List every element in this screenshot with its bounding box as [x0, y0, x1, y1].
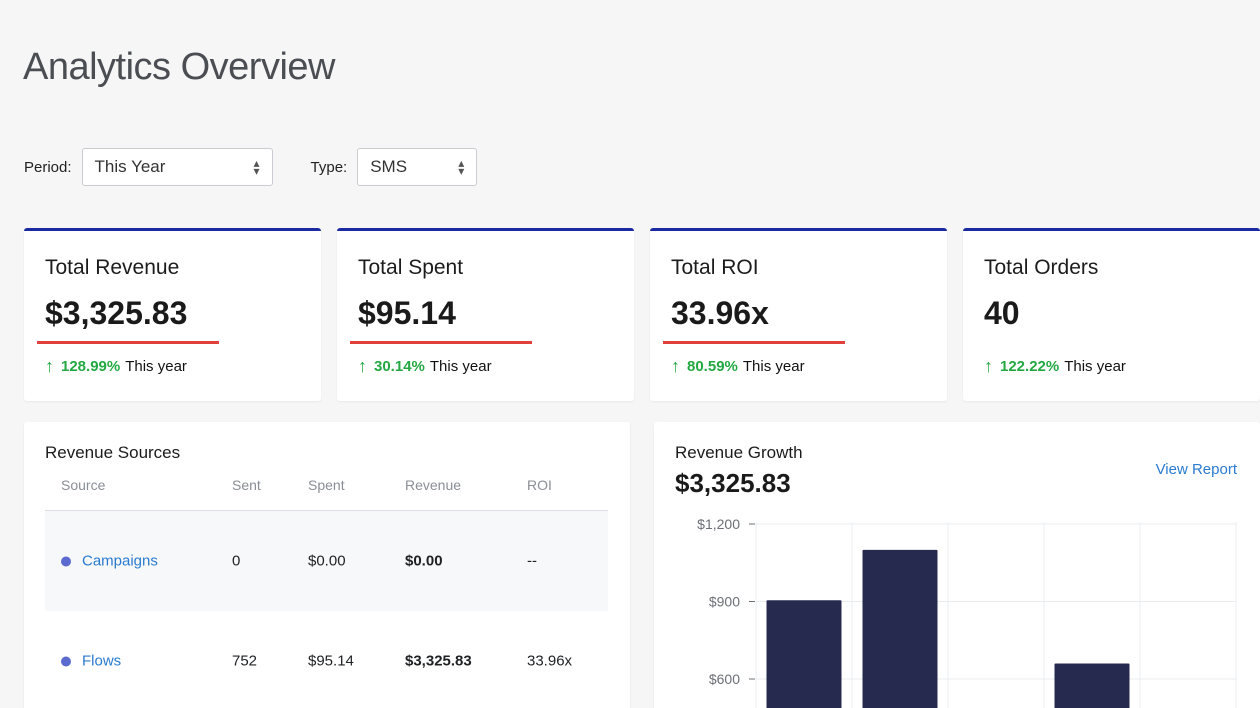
kpi-change-period: This year: [429, 358, 492, 375]
kpi-change-period: This year: [1064, 358, 1126, 375]
sent-cell: 0: [232, 552, 241, 570]
period-select-value: This Year: [94, 157, 166, 176]
kpi-card-total-roi: Total ROI 33.96x ↑ 80.59% This year: [650, 228, 947, 401]
kpi-change: ↑ 128.99% This year: [45, 356, 187, 377]
period-label: Period:: [24, 158, 72, 176]
revenue-cell: $3,325.83: [405, 652, 472, 670]
period-select[interactable]: This Year ▴ ▾: [81, 148, 273, 186]
kpi-value: 33.96x: [671, 295, 769, 331]
source-cell: Campaigns: [61, 553, 158, 570]
column-header-revenue[interactable]: Revenue: [405, 477, 462, 493]
kpi-change: ↑ 30.14% This year: [358, 356, 492, 377]
chart-bar: [862, 549, 938, 708]
source-link-campaigns[interactable]: Campaigns: [82, 552, 158, 570]
table-header: Source Sent Spent Revenue ROI: [45, 477, 608, 511]
revenue-growth-card: Revenue Growth $3,325.83 View Report $1,…: [654, 422, 1260, 708]
kpi-change-percent: 30.14%: [374, 358, 425, 375]
kpi-value: $95.14: [358, 295, 456, 331]
kpi-change-period: This year: [742, 358, 805, 375]
column-header-roi[interactable]: ROI: [527, 477, 552, 493]
spent-cell: $0.00: [308, 552, 346, 570]
type-select[interactable]: SMS ▴ ▾: [357, 148, 478, 186]
kpi-underline: [350, 341, 532, 344]
table-row: Campaigns 0 $0.00 $0.00 --: [45, 511, 608, 611]
revenue-cell: $0.00: [405, 552, 443, 570]
spent-cell: $95.14: [308, 652, 354, 670]
kpi-change: ↑ 122.22% This year: [984, 356, 1126, 377]
chart-bar: [766, 600, 842, 708]
y-axis-tick-label: $1,200: [697, 516, 740, 532]
kpi-change-percent: 80.59%: [687, 358, 738, 375]
filters-bar: Period: This Year ▴ ▾ Type: SMS ▴ ▾: [24, 148, 478, 186]
kpi-change-percent: 122.22%: [1000, 358, 1060, 375]
up-arrow-icon: ↑: [45, 356, 54, 376]
select-caret-icon: ▴ ▾: [458, 156, 465, 178]
kpi-underline: [37, 341, 219, 344]
up-arrow-icon: ↑: [984, 356, 993, 376]
kpi-value: 40: [984, 295, 1020, 331]
kpi-change-period: This year: [125, 358, 187, 375]
column-header-source[interactable]: Source: [61, 477, 106, 493]
kpi-title: Total Spent: [358, 256, 464, 279]
roi-cell: --: [527, 552, 537, 570]
revenue-sources-title: Revenue Sources: [45, 443, 181, 462]
up-arrow-icon: ↑: [671, 356, 680, 376]
revenue-growth-title: Revenue Growth: [675, 443, 803, 462]
series-dot-icon: [61, 656, 71, 667]
kpi-title: Total Revenue: [45, 256, 180, 279]
series-dot-icon: [61, 556, 71, 567]
page-title: Analytics Overview: [23, 46, 335, 88]
revenue-sources-card: Revenue Sources Source Sent Spent Revenu…: [24, 422, 630, 708]
kpi-card-total-orders: Total Orders 40 ↑ 122.22% This year: [963, 228, 1260, 401]
chart-bar: [1054, 663, 1130, 708]
revenue-growth-total: $3,325.83: [675, 468, 791, 498]
kpi-change-percent: 128.99%: [61, 358, 121, 375]
select-caret-icon: ▴ ▾: [253, 156, 260, 178]
type-select-value: SMS: [370, 157, 408, 176]
view-report-link[interactable]: View Report: [1155, 461, 1237, 478]
column-header-spent[interactable]: Spent: [308, 477, 345, 493]
source-cell: Flows: [61, 653, 121, 670]
sent-cell: 752: [232, 652, 258, 670]
table-row: Flows 752 $95.14 $3,325.83 33.96x: [45, 611, 608, 708]
type-label: Type:: [310, 158, 348, 176]
kpi-title: Total ROI: [671, 256, 759, 279]
up-arrow-icon: ↑: [358, 356, 367, 376]
kpi-card-total-spent: Total Spent $95.14 ↑ 30.14% This year: [337, 228, 634, 401]
source-link-flows[interactable]: Flows: [82, 652, 122, 670]
kpi-change: ↑ 80.59% This year: [671, 356, 805, 377]
roi-cell: 33.96x: [527, 652, 573, 670]
y-axis-tick-label: $600: [709, 671, 740, 687]
revenue-growth-chart: $1,200 $900 $600: [697, 516, 1237, 708]
kpi-value: $3,325.83: [45, 295, 188, 331]
kpi-card-total-revenue: Total Revenue $3,325.83 ↑ 128.99% This y…: [24, 228, 321, 401]
y-axis-tick-label: $900: [709, 594, 740, 610]
kpi-underline: [663, 341, 845, 344]
kpi-title: Total Orders: [984, 256, 1099, 279]
column-header-sent[interactable]: Sent: [232, 477, 261, 493]
